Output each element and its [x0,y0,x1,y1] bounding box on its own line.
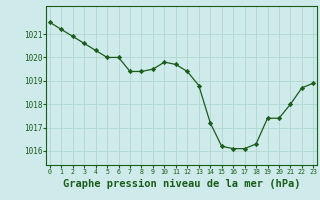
X-axis label: Graphe pression niveau de la mer (hPa): Graphe pression niveau de la mer (hPa) [63,179,300,189]
